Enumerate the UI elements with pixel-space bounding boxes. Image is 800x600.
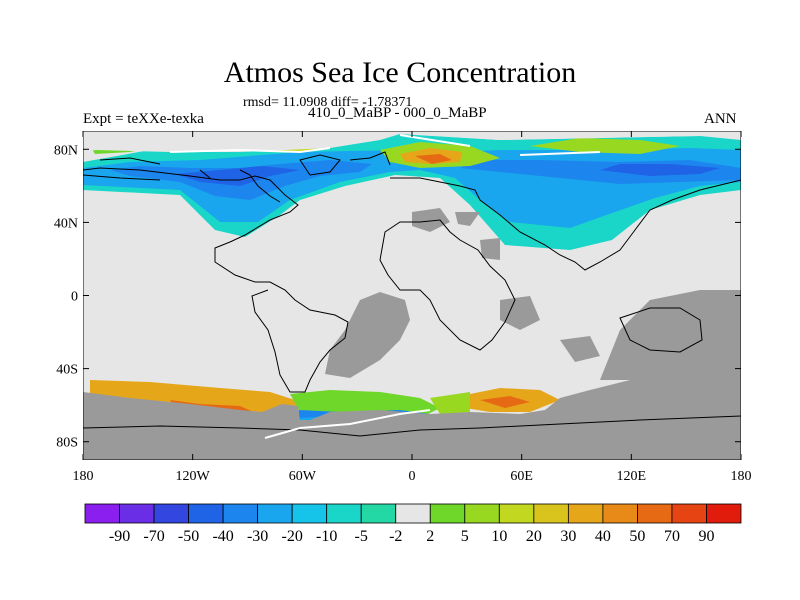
period-label: 410_0_MaBP - 000_0_MaBP xyxy=(308,105,487,121)
colorbar-swatch xyxy=(706,503,742,524)
colorbar-label: -40 xyxy=(212,528,233,545)
y-tick-label: 40S xyxy=(56,363,78,378)
colorbar-swatch xyxy=(119,503,155,524)
colorbar-swatch xyxy=(84,503,120,524)
colorbar-swatch xyxy=(464,503,500,524)
colorbar-label: 50 xyxy=(629,528,645,545)
colorbar-swatch xyxy=(637,503,673,524)
map-panel xyxy=(83,131,741,460)
colorbar-label: -2 xyxy=(389,528,402,545)
x-tick-label: 60E xyxy=(510,469,533,484)
x-tick-label: 180 xyxy=(731,469,752,484)
colorbar-label: 40 xyxy=(595,528,611,545)
colorbar-label: 5 xyxy=(461,528,469,545)
map-ticks: 180 120W 60W 0 60E 120E 180 80N 40N 0 40S 80S xyxy=(54,131,752,484)
colorbar-swatch xyxy=(498,503,535,524)
land-mask xyxy=(83,208,741,460)
colorbar-swatch xyxy=(360,503,397,524)
season-label: ANN xyxy=(704,111,737,127)
colorbar: -90 -70 -50 -40 -30 -20 -10 -5 -2 2 5 10 20 30 40 50 70 9… xyxy=(84,503,742,545)
arctic-ice-field xyxy=(83,131,741,250)
colorbar-swatch xyxy=(429,503,466,524)
x-tick-label: 0 xyxy=(409,469,416,484)
colorbar-swatch xyxy=(671,503,707,524)
x-tick-label: 120W xyxy=(176,469,211,484)
colorbar-swatch xyxy=(257,503,293,524)
x-tick-label: 60W xyxy=(289,469,317,484)
colorbar-label: 30 xyxy=(560,528,576,545)
colorbar-swatch xyxy=(395,503,431,524)
x-tick-label: 180 xyxy=(73,469,94,484)
plot-title: Atmos Sea Ice Concentration xyxy=(223,56,577,89)
colorbar-swatch xyxy=(222,503,259,524)
colorbar-label: 10 xyxy=(491,528,507,545)
colorbar-label: -20 xyxy=(281,528,302,545)
x-tick-label: 120E xyxy=(617,469,647,484)
ice-edge-contour xyxy=(169,134,601,439)
colorbar-swatch xyxy=(602,503,638,524)
colorbar-swatch xyxy=(188,503,224,524)
colorbar-label: 90 xyxy=(698,528,714,545)
colorbar-label: 20 xyxy=(526,528,542,545)
y-tick-label: 0 xyxy=(71,290,78,305)
colorbar-swatch xyxy=(291,503,328,524)
colorbar-label: -90 xyxy=(109,528,130,545)
colorbar-label: 70 xyxy=(664,528,680,545)
colorbar-label: -70 xyxy=(143,528,164,545)
colorbar-label: -5 xyxy=(355,528,368,545)
colorbar-label: 2 xyxy=(426,528,434,545)
colorbar-swatch xyxy=(533,503,569,524)
experiment-label: Expt = teXXe-texka xyxy=(83,111,204,127)
y-tick-label: 80N xyxy=(54,143,78,158)
colorbar-swatch xyxy=(326,503,362,524)
colorbar-swatch xyxy=(567,503,604,524)
stats-line: rmsd= 11.0908 diff= -1.78371 xyxy=(243,95,413,110)
colorbar-label: -10 xyxy=(316,528,337,545)
coastlines xyxy=(83,151,741,437)
y-tick-label: 40N xyxy=(54,216,78,231)
colorbar-swatch xyxy=(153,503,189,524)
colorbar-label: -50 xyxy=(178,528,199,545)
colorbar-label: -30 xyxy=(247,528,268,545)
y-tick-label: 80S xyxy=(56,436,78,451)
